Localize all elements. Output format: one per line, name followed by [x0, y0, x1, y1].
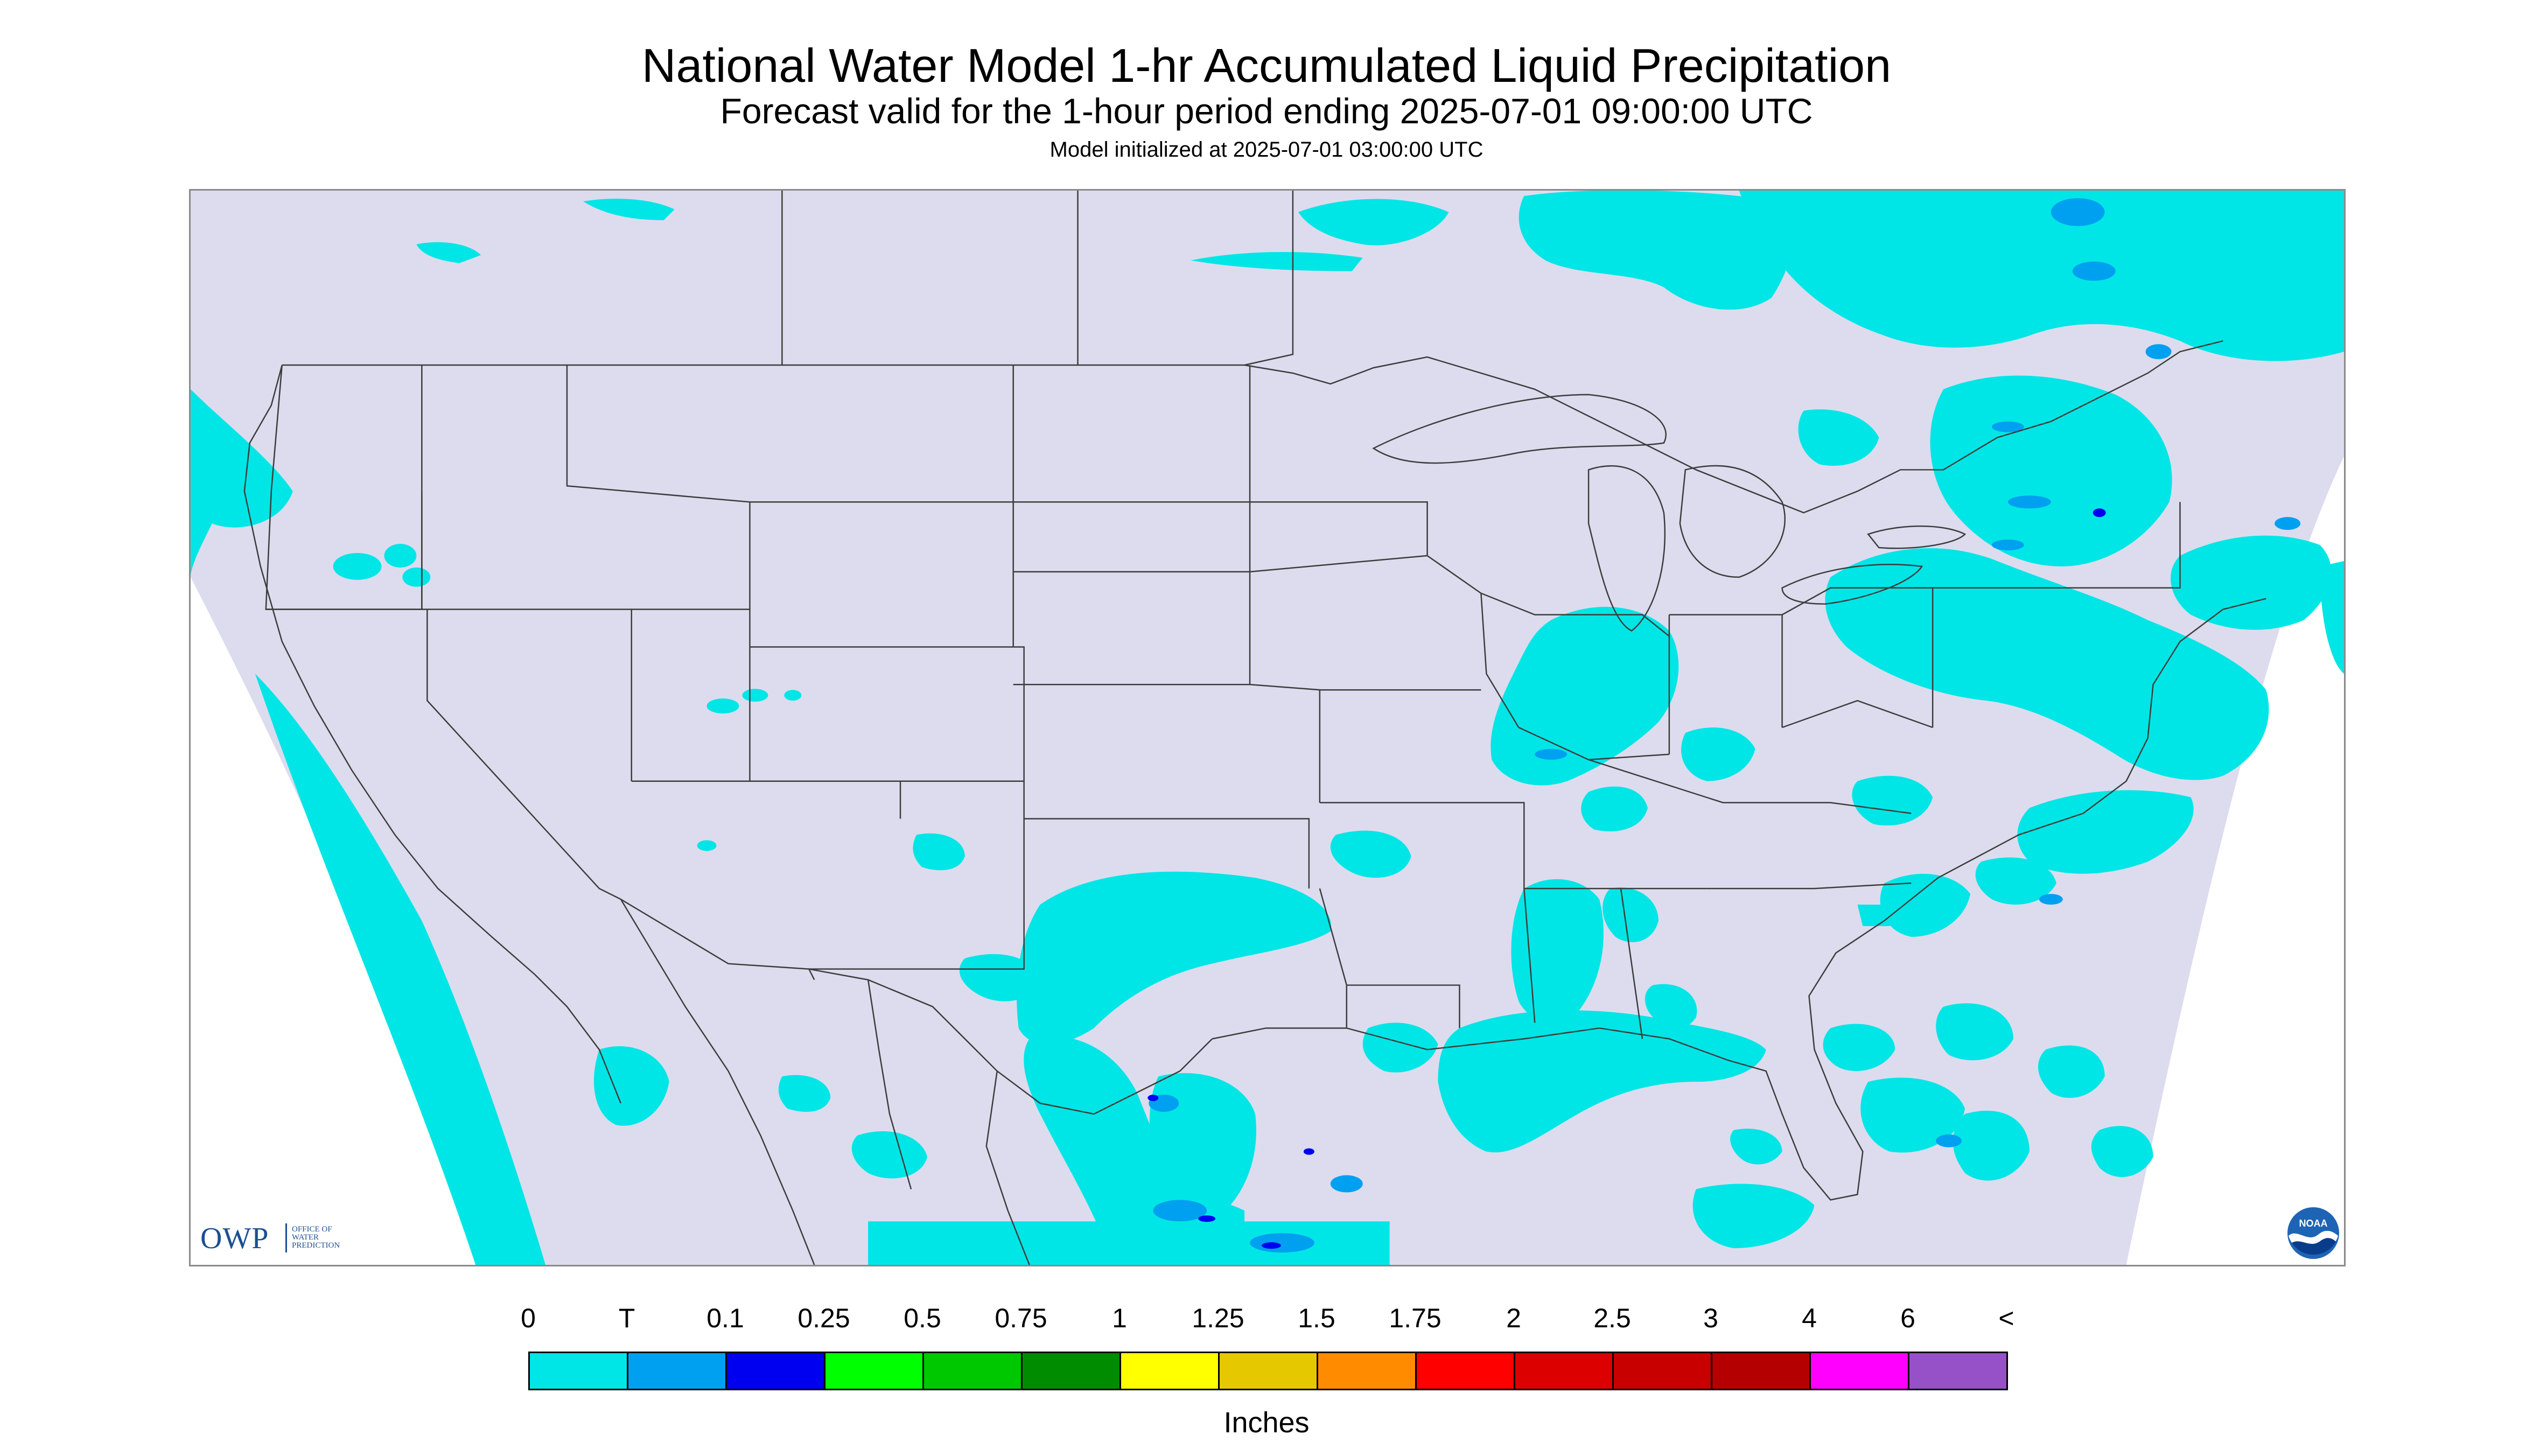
- owp-line-1: OFFICE OF: [292, 1225, 332, 1234]
- heavy-precip-areas: [1147, 508, 2106, 1249]
- legend-tick-label: 4: [1802, 1303, 1817, 1333]
- legend-bin-6: [1023, 1353, 1121, 1389]
- legend-tick-label: 0.1: [706, 1303, 744, 1333]
- legend-bin-8: [1220, 1353, 1318, 1389]
- noaa-logo-icon: NOAA: [2287, 1207, 2339, 1259]
- legend-bin-3: [727, 1353, 825, 1389]
- model-domain: [191, 191, 2344, 1265]
- owp-line-3: PREDICTION: [292, 1241, 340, 1250]
- forecast-valid-subtitle: Forecast valid for the 1-hour period end…: [720, 91, 1813, 131]
- legend-bin-13: [1712, 1353, 1811, 1389]
- legend-tick-label: 0.25: [797, 1303, 850, 1333]
- legend-tick-label: 6: [1900, 1303, 1915, 1333]
- legend-bin-4: [825, 1353, 924, 1389]
- owp-line-2: WATER: [292, 1233, 319, 1242]
- legend-color-bar: [528, 1352, 2008, 1390]
- legend-tick-label: 2: [1506, 1303, 1521, 1333]
- legend-tick-label: 1.25: [1192, 1303, 1244, 1333]
- legend-bin-5: [924, 1353, 1023, 1389]
- light-precip-areas: [191, 191, 2344, 1265]
- legend-bin-14: [1811, 1353, 1909, 1389]
- legend-bin-2: [628, 1353, 727, 1389]
- legend-bin-1: [530, 1353, 628, 1389]
- legend-tick-label: 2.5: [1593, 1303, 1631, 1333]
- legend-tick-label: <: [1998, 1303, 2014, 1333]
- state-boundaries: [243, 191, 2266, 1265]
- legend-bin-7: [1121, 1353, 1220, 1389]
- legend-bin-10: [1417, 1353, 1515, 1389]
- legend-bin-9: [1318, 1353, 1417, 1389]
- legend-tick-label: 0.5: [904, 1303, 941, 1333]
- legend-bin-12: [1614, 1353, 1712, 1389]
- legend-tick-label: 0: [521, 1303, 536, 1333]
- legend-bin-15: [1909, 1353, 2006, 1389]
- legend-tick-label: 3: [1703, 1303, 1718, 1333]
- legend-tick-label: 0.75: [995, 1303, 1047, 1333]
- precipitation-map[interactable]: [189, 189, 2346, 1266]
- owp-logo-letters: OWP: [200, 1222, 269, 1255]
- legend-tick-label: 1.5: [1298, 1303, 1335, 1333]
- legend-bin-11: [1515, 1353, 1614, 1389]
- legend-tick-label: T: [618, 1303, 635, 1333]
- owp-logo-subtitle: OFFICE OF WATER PREDICTION: [292, 1226, 367, 1250]
- legend-units: Inches: [1223, 1406, 1310, 1439]
- owp-logo-divider: [285, 1223, 287, 1252]
- map-canvas: [191, 191, 2344, 1265]
- legend-tick-label: 1.75: [1389, 1303, 1442, 1333]
- model-init-caption: Model initialized at 2025-07-01 03:00:00…: [1049, 138, 1484, 162]
- map-title: National Water Model 1-hr Accumulated Li…: [641, 39, 1892, 92]
- legend-tick-label: 1: [1112, 1303, 1127, 1333]
- noaa-logo-text: NOAA: [2299, 1218, 2328, 1229]
